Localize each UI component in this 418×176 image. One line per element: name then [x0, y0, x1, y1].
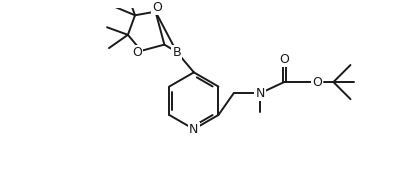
Text: N: N — [255, 87, 265, 100]
Text: B: B — [173, 46, 181, 59]
Text: O: O — [153, 1, 162, 14]
Text: O: O — [312, 76, 322, 89]
Text: O: O — [133, 46, 143, 59]
Text: O: O — [279, 53, 289, 66]
Text: N: N — [189, 123, 199, 136]
